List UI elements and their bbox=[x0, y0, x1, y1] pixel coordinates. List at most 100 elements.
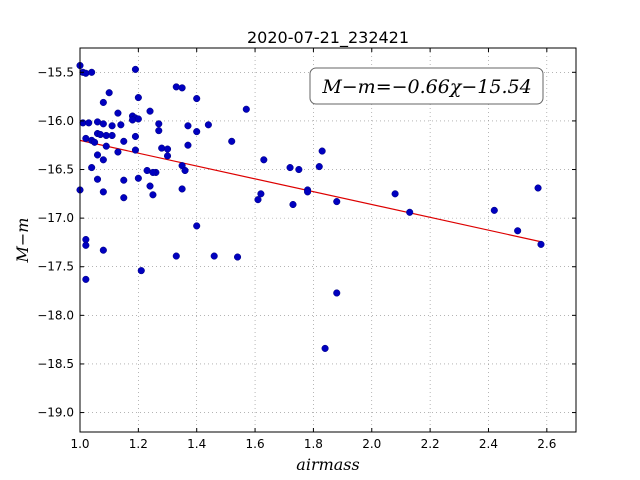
data-point bbox=[120, 176, 128, 184]
data-points bbox=[76, 61, 545, 352]
x-tick-label: 2.0 bbox=[362, 437, 381, 451]
data-point bbox=[181, 166, 189, 175]
data-point bbox=[155, 120, 163, 128]
x-tick-label: 2.2 bbox=[421, 437, 440, 451]
data-point bbox=[120, 137, 128, 145]
data-point bbox=[114, 109, 122, 117]
data-point bbox=[108, 122, 116, 130]
grid bbox=[79, 48, 576, 432]
data-point bbox=[102, 142, 110, 150]
data-point bbox=[210, 252, 218, 260]
data-point bbox=[134, 115, 142, 123]
data-point bbox=[304, 188, 312, 196]
chart-title: 2020-07-21_232421 bbox=[247, 28, 409, 48]
y-tick-label: −15.5 bbox=[37, 65, 74, 79]
data-point bbox=[134, 174, 142, 182]
data-point bbox=[146, 182, 154, 190]
data-point bbox=[163, 145, 172, 153]
y-tick-label: −17.0 bbox=[37, 211, 74, 225]
ticks: 1.0 1.2 1.4 1.6 1.8 2.0 2.2 2.4 2.6 −15.5 −16.0 −16… bbox=[37, 48, 576, 451]
y-tick-label: −18.0 bbox=[37, 308, 74, 322]
data-point bbox=[286, 164, 294, 172]
data-point bbox=[131, 146, 139, 154]
data-point bbox=[333, 198, 341, 206]
data-point bbox=[96, 130, 104, 139]
data-point bbox=[193, 128, 201, 136]
data-point bbox=[85, 119, 93, 127]
data-point bbox=[178, 185, 186, 193]
x-axis-label: airmass bbox=[296, 455, 359, 474]
y-tick-label: −18.5 bbox=[37, 357, 74, 371]
data-point bbox=[128, 116, 137, 124]
data-point bbox=[114, 148, 122, 156]
data-point bbox=[537, 240, 545, 248]
x-tick-label: 1.2 bbox=[129, 437, 148, 451]
x-tick-label: 1.6 bbox=[246, 437, 265, 451]
data-point bbox=[178, 84, 186, 92]
data-point bbox=[105, 89, 113, 97]
data-point bbox=[391, 190, 399, 198]
fit-equation: M−m=−0.66χ−15.54 bbox=[321, 76, 531, 98]
data-point bbox=[406, 208, 414, 216]
data-point bbox=[534, 184, 542, 192]
data-point bbox=[149, 168, 157, 176]
data-point bbox=[158, 144, 166, 152]
data-point bbox=[82, 241, 90, 249]
data-point bbox=[82, 275, 90, 283]
data-point bbox=[184, 141, 192, 149]
data-point bbox=[172, 252, 180, 260]
data-point bbox=[131, 65, 139, 73]
x-tick-label: 1.8 bbox=[304, 437, 323, 451]
data-point bbox=[289, 200, 297, 209]
x-tick-label: 1.0 bbox=[70, 437, 89, 451]
data-point bbox=[155, 127, 163, 135]
data-point bbox=[172, 83, 180, 91]
data-point bbox=[99, 188, 107, 196]
data-point bbox=[193, 222, 201, 230]
data-point bbox=[315, 163, 323, 171]
data-point bbox=[82, 69, 90, 77]
data-point bbox=[108, 131, 116, 140]
y-tick-label: −16.5 bbox=[37, 163, 74, 177]
data-point bbox=[91, 138, 99, 146]
data-point bbox=[321, 344, 329, 352]
data-point bbox=[99, 156, 107, 164]
data-point bbox=[131, 132, 139, 141]
data-point bbox=[88, 68, 96, 76]
data-point bbox=[163, 152, 172, 160]
data-point bbox=[149, 191, 157, 199]
data-point bbox=[184, 122, 192, 130]
data-point bbox=[333, 289, 341, 297]
data-point bbox=[117, 121, 125, 129]
data-point bbox=[146, 107, 154, 115]
y-axis-label: M−m bbox=[13, 218, 32, 264]
data-point bbox=[318, 147, 326, 155]
data-point bbox=[93, 175, 102, 183]
data-point bbox=[88, 164, 96, 172]
y-tick-label: −17.5 bbox=[37, 260, 74, 274]
data-point bbox=[99, 98, 107, 106]
x-tick-label: 2.6 bbox=[537, 437, 556, 451]
data-point bbox=[490, 206, 498, 214]
x-tick-label: 1.4 bbox=[187, 437, 206, 451]
y-tick-label: −16.0 bbox=[37, 114, 74, 128]
annotation-box: M−m=−0.66χ−15.54 bbox=[309, 67, 544, 105]
plot-frame bbox=[79, 47, 577, 433]
x-tick-label: 2.4 bbox=[479, 437, 498, 451]
data-point bbox=[99, 246, 107, 254]
data-point bbox=[93, 151, 102, 159]
y-tick-label: −19.0 bbox=[37, 406, 74, 420]
data-point bbox=[260, 156, 268, 164]
data-point bbox=[234, 253, 242, 261]
data-point bbox=[137, 267, 145, 275]
data-point bbox=[257, 190, 265, 198]
data-point bbox=[254, 196, 262, 204]
data-point bbox=[99, 120, 107, 128]
data-point bbox=[193, 95, 201, 103]
data-point bbox=[120, 194, 128, 202]
data-point bbox=[204, 121, 212, 129]
data-point bbox=[242, 105, 250, 113]
data-point bbox=[228, 137, 236, 145]
data-point bbox=[514, 227, 522, 235]
